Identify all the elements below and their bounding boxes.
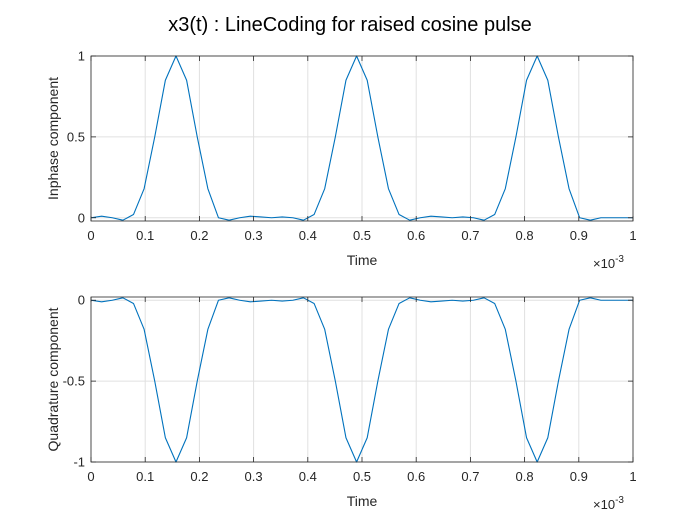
x-tick-label: 0.9: [570, 469, 588, 484]
x-tick-label: 0.8: [516, 228, 534, 243]
x-tick-label: 1: [629, 469, 636, 484]
x-tick-label: 1: [629, 228, 636, 243]
x-tick-label: 0.2: [190, 228, 208, 243]
y-tick-label: 0.5: [67, 129, 85, 144]
axes-quadrature: 0 0.1 0.2 0.3 0.4 0.5 0.6 0.7 0.8 0.9 1 -1 -0.5 0 Time…: [45, 293, 637, 512]
x-tick-label: 0.6: [407, 228, 425, 243]
x-tick-label: 0.7: [461, 469, 479, 484]
x-axis-label: Time: [347, 493, 378, 509]
series-line-inphase: [90, 55, 633, 221]
y-tick-label: -0.5: [63, 374, 85, 389]
x-tick-label: 0.3: [245, 228, 263, 243]
x-tick-label: 0.6: [407, 469, 425, 484]
x-tick-label: 0.5: [353, 469, 371, 484]
x-tick-label: 0.4: [299, 228, 317, 243]
x-tick-label: 0.1: [136, 469, 154, 484]
x-axis-label: Time: [347, 252, 378, 268]
x-tick-label: 0.3: [245, 469, 263, 484]
x-tick-label: 0.8: [516, 469, 534, 484]
x-exponent-label: ×10-3: [593, 254, 624, 271]
axes-inphase: 0 0.1 0.2 0.3 0.4 0.5 0.6 0.7 0.8 0.9 1 0 0.5 1 Time In…: [45, 49, 637, 272]
y-axis-label: Inphase component: [45, 77, 61, 200]
x-tick-label: 0.4: [299, 469, 317, 484]
x-exponent-label: ×10-3: [593, 495, 624, 512]
x-tick-label: 0.5: [353, 228, 371, 243]
x-tick-label: 0.7: [461, 228, 479, 243]
x-tick-label: 0: [87, 469, 94, 484]
y-tick-label: 0: [78, 293, 85, 308]
x-tick-label: 0.9: [570, 228, 588, 243]
y-tick-label: 1: [78, 49, 85, 64]
figure-title: x3(t) : LineCoding for raised cosine pul…: [168, 14, 532, 36]
y-tick-label: -1: [73, 455, 85, 470]
x-tick-label: 0: [87, 228, 94, 243]
x-tick-label: 0.2: [190, 469, 208, 484]
series-line-quadrature: [90, 297, 633, 463]
x-tick-label: 0.1: [136, 228, 154, 243]
y-tick-label: 0: [78, 210, 85, 225]
y-axis-label: Quadrature component: [45, 307, 61, 451]
